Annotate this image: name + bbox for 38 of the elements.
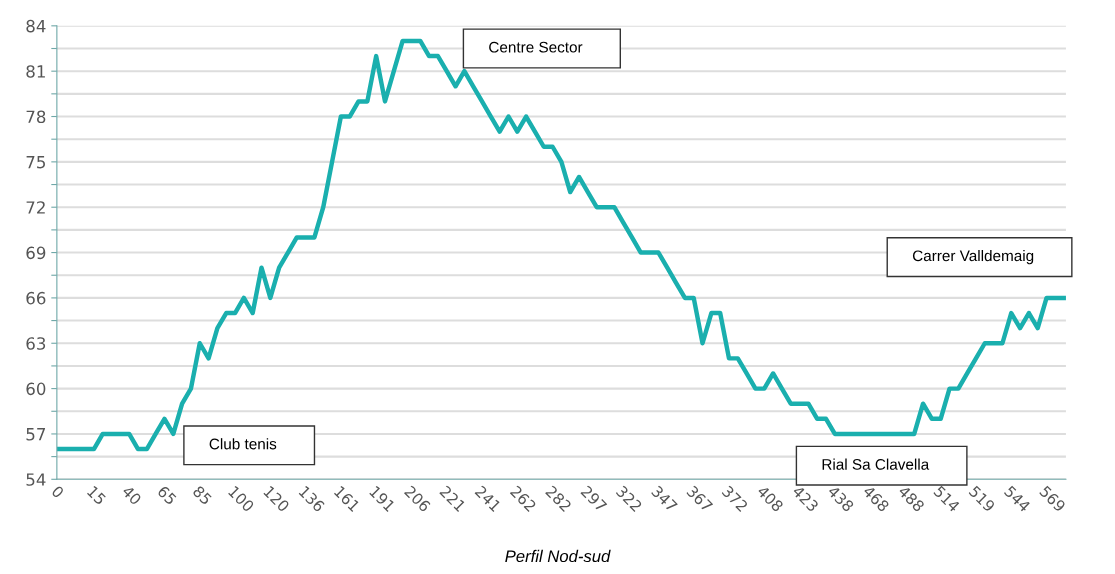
annotation: Club tenis <box>209 438 277 450</box>
y-tick-label: 75 <box>26 156 45 169</box>
x-tick-label: 408 <box>756 484 784 513</box>
x-tick-label: 65 <box>156 485 178 506</box>
text: Perfil Nod-sud <box>505 549 611 563</box>
x-tick-label: 206 <box>403 485 432 513</box>
y-tick-label: 60 <box>26 382 46 396</box>
x-tick-label: 85 <box>192 485 213 506</box>
annotation: Centre Sector <box>489 41 583 53</box>
x-tick-label: 519 <box>968 485 996 513</box>
x-tick-label: 488 <box>897 484 926 513</box>
x-tick-label: 100 <box>227 485 255 513</box>
y-tick-label: 66 <box>26 291 46 305</box>
x-tick-label: 15 <box>86 485 107 506</box>
y-tick-label: 84 <box>26 19 46 33</box>
x-tick-label: 347 <box>650 485 678 513</box>
y-tick-label: 57 <box>26 428 46 441</box>
x-tick-label: 514 <box>933 485 961 513</box>
x-tick-label: 438 <box>827 484 855 513</box>
x-tick-label: 40 <box>121 484 143 506</box>
y-tick-label: 63 <box>26 337 46 350</box>
line-series <box>56 38 1066 452</box>
y-tick-label: 72 <box>26 201 45 214</box>
x-tick-label: 0 <box>50 485 65 499</box>
x-tick-label: 423 <box>791 484 820 513</box>
x-tick-label: 297 <box>580 485 608 513</box>
x-tick-label: 136 <box>298 485 326 513</box>
x-tick-label: 544 <box>1003 485 1031 513</box>
x-tick-label: 367 <box>686 485 714 513</box>
x-tick-label: 569 <box>1039 485 1067 513</box>
y-tick-label: 78 <box>26 110 46 124</box>
y-tick-label: 54 <box>26 473 46 486</box>
annotation: Rial Sa Clavella <box>822 458 930 470</box>
x-tick-label: 468 <box>862 484 890 513</box>
annotation: Carrer Valldemaig <box>912 249 1034 265</box>
y-tick-label: 69 <box>26 246 46 260</box>
x-tick-label: 120 <box>263 485 291 513</box>
y-tick-label: 81 <box>26 65 45 78</box>
